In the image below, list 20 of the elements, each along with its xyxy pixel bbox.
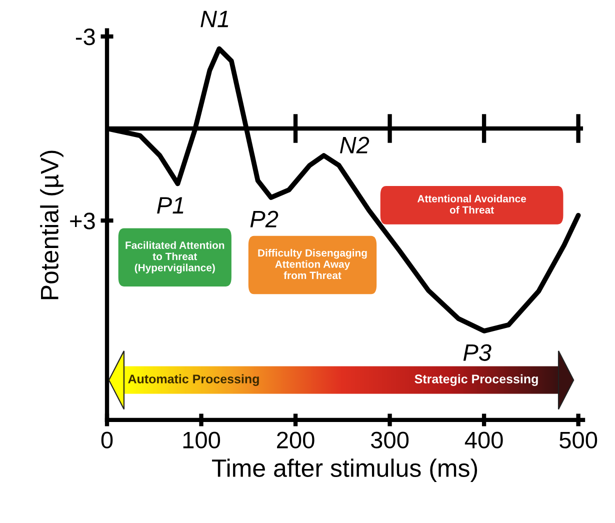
x-tick-label: 200 [277, 432, 314, 448]
y-axis-title: Potential (µV) [40, 150, 64, 300]
annotation: Attentional Avoidance of Threat [417, 194, 526, 214]
x-tick-label: 500 [560, 432, 598, 448]
x-tick-label: 100 [183, 432, 220, 448]
x-tick-label: 400 [464, 432, 503, 448]
x-axis-title: Time after stimulus (ms) [212, 458, 478, 482]
x-tick-label: 0 [101, 432, 113, 448]
annotation: P2 [250, 210, 278, 228]
annotation: Difficulty Disengaging Attention Away from Threat [258, 248, 367, 280]
annotation: Strategic Processing [414, 374, 538, 386]
x-tick-label: 300 [370, 432, 409, 448]
annotation: P1 [157, 197, 184, 214]
annotation: Facilitated Attention to Threat (Hypervigilance) [126, 241, 224, 274]
annotation: Automatic Processing [128, 374, 259, 386]
annotation: N2 [340, 136, 370, 154]
annotation: N1 [200, 10, 228, 28]
annotation: P3 [463, 344, 492, 361]
y-tick-label: +3 [70, 212, 95, 230]
y-tick-label: -3 [76, 28, 95, 46]
